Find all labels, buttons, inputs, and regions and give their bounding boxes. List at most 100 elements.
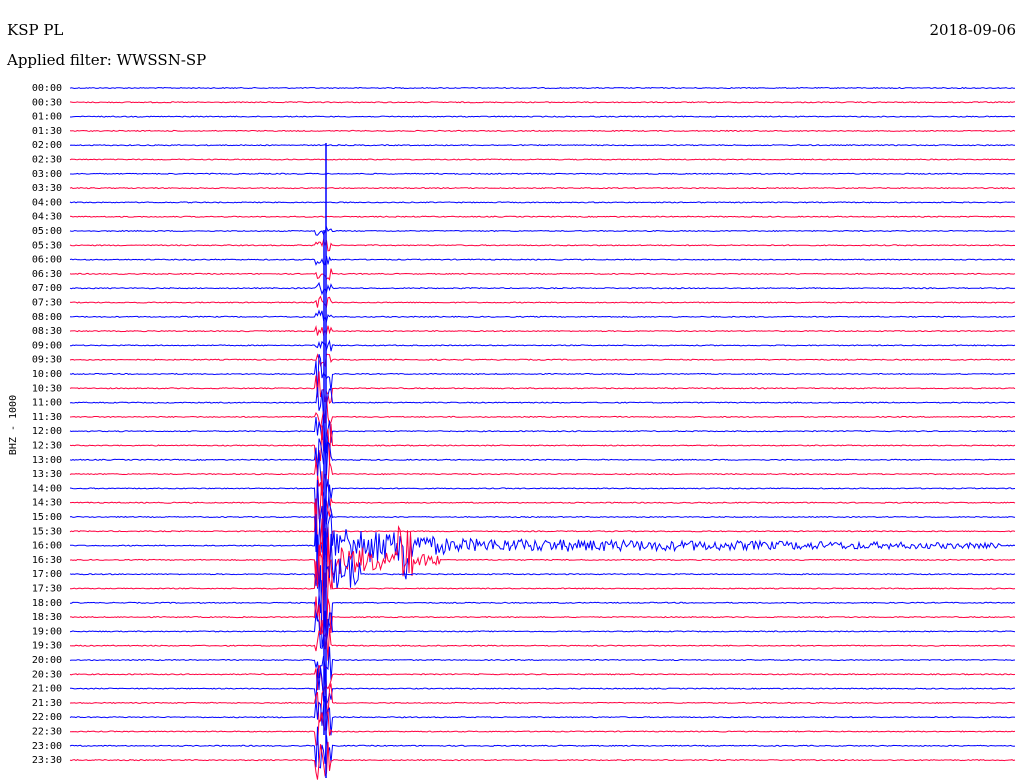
- row-label: 22:30: [32, 727, 62, 738]
- row-label: 05:30: [32, 240, 62, 251]
- trace: [69, 144, 1015, 147]
- trace: [69, 309, 1016, 323]
- row-label: 07:30: [32, 298, 62, 309]
- row-label: 19:00: [32, 626, 62, 637]
- row-label: 18:00: [32, 598, 62, 609]
- trace: [69, 238, 1016, 252]
- row-label: 06:00: [32, 255, 62, 266]
- trace: [69, 201, 1016, 204]
- row-label: 01:00: [32, 112, 62, 123]
- axis-label: BHZ - 1000: [8, 395, 19, 455]
- row-label: 13:30: [32, 469, 62, 480]
- row-label: 14:30: [32, 498, 62, 509]
- trace: [70, 172, 1016, 175]
- row-label: 18:30: [32, 612, 62, 623]
- row-label: 21:30: [32, 698, 62, 709]
- trace: [69, 683, 1016, 723]
- trace: [69, 479, 1016, 553]
- trace: [69, 371, 1016, 404]
- trace: [69, 498, 1016, 562]
- trace: [69, 215, 1016, 218]
- row-label: 12:00: [32, 426, 62, 437]
- row-label: 02:30: [32, 155, 62, 166]
- trace: [69, 544, 1016, 633]
- trace: [69, 461, 1015, 496]
- trace: [69, 452, 1016, 525]
- row-label: 15:00: [32, 512, 62, 523]
- trace: [70, 471, 1016, 545]
- row-label: 02:00: [32, 140, 62, 151]
- row-label: 11:00: [32, 398, 62, 409]
- trace: [70, 596, 1016, 638]
- trace: [69, 129, 1016, 132]
- row-label: 10:00: [32, 369, 62, 380]
- row-label: 14:00: [32, 483, 62, 494]
- date: 2018-09-06: [930, 21, 1016, 39]
- row-label: 20:30: [32, 669, 62, 680]
- trace: [69, 610, 1016, 650]
- trace: [69, 225, 1016, 236]
- row-label: 17:00: [32, 569, 62, 580]
- trace: [69, 531, 1016, 614]
- trace: [69, 667, 1016, 705]
- row-label: 09:30: [32, 355, 62, 366]
- row-label: 23:30: [32, 755, 62, 766]
- row-label: 06:30: [32, 269, 62, 280]
- trace: [69, 646, 1016, 681]
- row-label: 21:00: [32, 684, 62, 695]
- row-label: 11:30: [32, 412, 62, 423]
- row-label: 13:00: [32, 455, 62, 466]
- trace: [69, 187, 1016, 190]
- row-label: 12:30: [32, 441, 62, 452]
- trace: [69, 353, 1016, 368]
- row-label: 08:00: [32, 312, 62, 323]
- traces: [69, 86, 1016, 780]
- trace: [69, 387, 1016, 420]
- row-label: 22:00: [32, 712, 62, 723]
- trace: [70, 115, 1015, 118]
- row-label: 00:30: [32, 97, 62, 108]
- row-label: 16:30: [32, 555, 62, 566]
- row-label: 04:30: [32, 212, 62, 223]
- trace: [69, 627, 1016, 661]
- trace: [69, 339, 1016, 352]
- trace: [69, 324, 1016, 337]
- trace: [69, 255, 1016, 266]
- row-label: 15:30: [32, 526, 62, 537]
- station: KSP PL: [7, 21, 63, 39]
- trace: [69, 86, 1016, 90]
- row-label: 17:30: [32, 584, 62, 595]
- row-label: 01:30: [32, 126, 62, 137]
- trace: [69, 565, 1016, 648]
- filter: Applied filter: WWSSN-SP: [6, 51, 206, 69]
- row-label: 23:00: [32, 741, 62, 752]
- trace: [69, 354, 1016, 395]
- row-label: 10:30: [32, 383, 62, 394]
- row-label: 19:30: [32, 641, 62, 652]
- row-label: 16:00: [32, 541, 62, 552]
- row-label: 09:00: [32, 340, 62, 351]
- trace: [69, 664, 1016, 696]
- trace: [69, 414, 1016, 454]
- trace: [70, 710, 1016, 746]
- trace: [69, 438, 1016, 477]
- row-label: 20:00: [32, 655, 62, 666]
- row-label: 07:00: [32, 283, 62, 294]
- trace: [69, 423, 1016, 467]
- row-label: 05:00: [32, 226, 62, 237]
- row-label: 08:30: [32, 326, 62, 337]
- row-label: 00:00: [32, 83, 62, 94]
- trace: [69, 726, 1016, 769]
- trace: [69, 295, 1016, 308]
- trace: [69, 518, 1016, 601]
- trace: [69, 741, 1016, 780]
- row-label: 04:00: [32, 197, 62, 208]
- trace: [69, 281, 1016, 296]
- trace: [69, 268, 1016, 281]
- trace: [69, 101, 1016, 104]
- trace: [69, 695, 1016, 736]
- trace: [69, 505, 1016, 589]
- row-label: 03:30: [32, 183, 62, 194]
